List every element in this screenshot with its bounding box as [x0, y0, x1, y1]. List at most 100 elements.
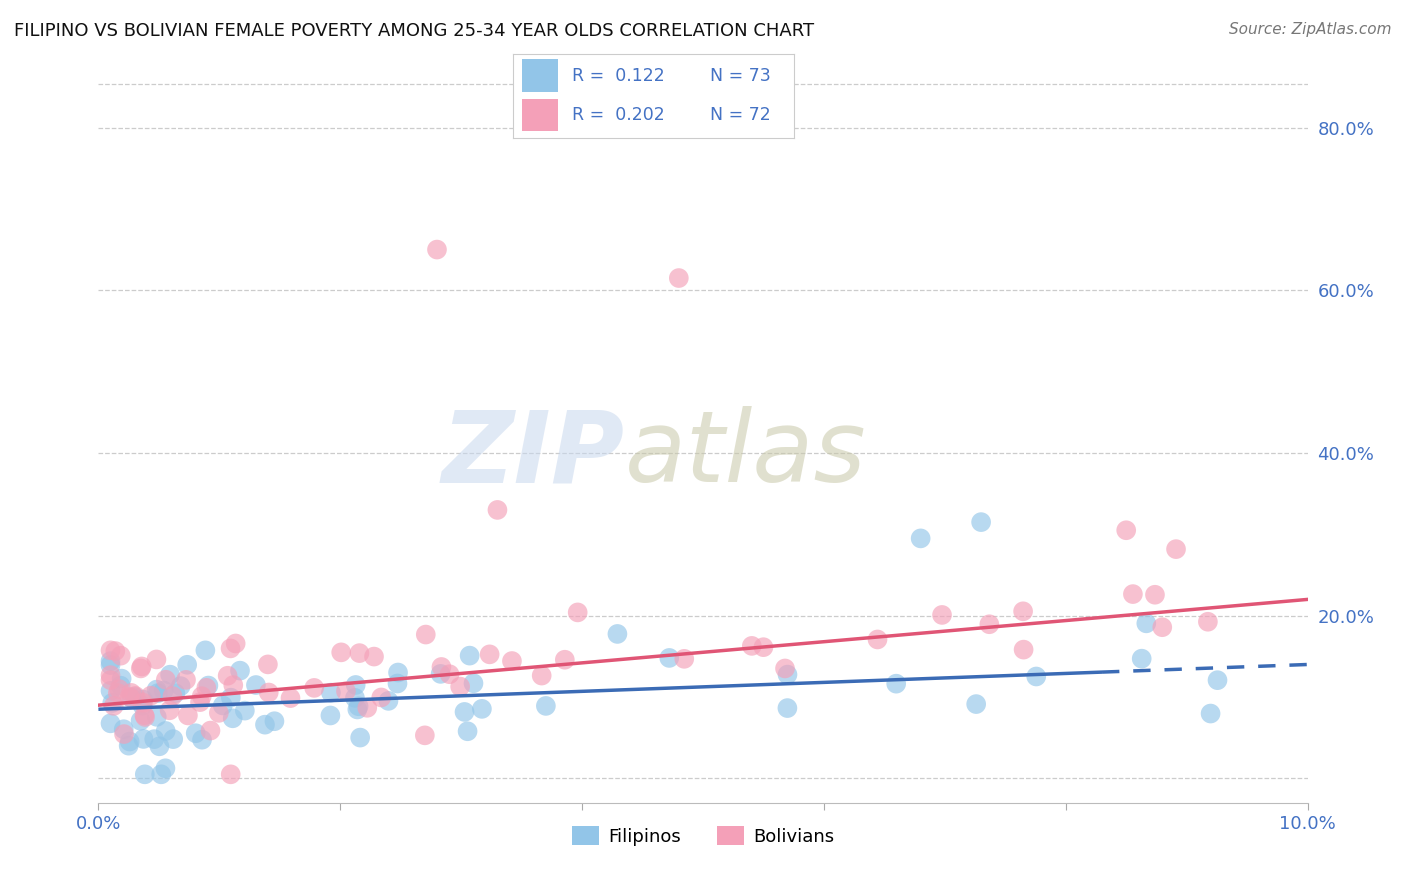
- Point: [129, 661, 152, 675]
- Point: [112, 727, 135, 741]
- Point: [457, 724, 479, 739]
- Point: [162, 689, 184, 703]
- Point: [100, 673, 122, 688]
- Point: [108, 682, 131, 697]
- Point: [129, 714, 152, 728]
- Point: [111, 672, 134, 686]
- Point: [118, 739, 141, 753]
- Point: [346, 702, 368, 716]
- Point: [347, 699, 370, 714]
- Point: [910, 532, 932, 546]
- Point: [1206, 673, 1229, 688]
- Point: [1025, 669, 1047, 683]
- Point: [162, 732, 184, 747]
- Point: [486, 503, 509, 517]
- Point: [110, 679, 132, 693]
- Point: [233, 704, 256, 718]
- Point: [253, 717, 276, 731]
- Point: [145, 682, 167, 697]
- Point: [1135, 616, 1157, 631]
- Point: [330, 645, 353, 659]
- Point: [1197, 615, 1219, 629]
- Point: [387, 665, 409, 680]
- Point: [229, 664, 252, 678]
- Point: [776, 667, 799, 681]
- Point: [343, 690, 366, 705]
- Point: [741, 639, 763, 653]
- Point: [124, 690, 146, 704]
- Point: [458, 648, 481, 663]
- Point: [145, 710, 167, 724]
- Text: N = 72: N = 72: [710, 105, 770, 123]
- Point: [752, 640, 775, 655]
- Point: [222, 678, 245, 692]
- Point: [184, 726, 207, 740]
- Point: [415, 627, 437, 641]
- Point: [866, 632, 889, 647]
- Point: [134, 708, 156, 723]
- Point: [280, 691, 302, 706]
- Point: [124, 689, 146, 703]
- Point: [100, 643, 122, 657]
- Point: [884, 676, 907, 690]
- Point: [143, 732, 166, 747]
- Point: [176, 657, 198, 672]
- Point: [245, 678, 267, 692]
- Text: R =  0.202: R = 0.202: [572, 105, 665, 123]
- Point: [112, 723, 135, 737]
- Point: [191, 690, 214, 704]
- Point: [145, 652, 167, 666]
- Point: [219, 641, 242, 656]
- Point: [118, 734, 141, 748]
- Point: [219, 767, 242, 781]
- Point: [554, 653, 576, 667]
- Point: [165, 686, 187, 700]
- Point: [1115, 523, 1137, 537]
- Point: [132, 692, 155, 706]
- Point: [606, 627, 628, 641]
- FancyBboxPatch shape: [522, 99, 558, 131]
- Point: [159, 703, 181, 717]
- Point: [1199, 706, 1222, 721]
- Point: [134, 710, 156, 724]
- Point: [931, 607, 953, 622]
- Point: [377, 694, 399, 708]
- Point: [319, 685, 342, 699]
- Text: Source: ZipAtlas.com: Source: ZipAtlas.com: [1229, 22, 1392, 37]
- Point: [773, 661, 796, 675]
- Point: [530, 668, 553, 682]
- Point: [120, 690, 142, 705]
- Point: [148, 739, 170, 754]
- Point: [221, 711, 243, 725]
- Point: [349, 646, 371, 660]
- Point: [200, 723, 222, 738]
- Point: [110, 648, 132, 663]
- Point: [363, 649, 385, 664]
- Point: [1012, 604, 1035, 618]
- Point: [439, 667, 461, 681]
- Point: [155, 723, 177, 738]
- Point: [668, 271, 690, 285]
- Point: [453, 705, 475, 719]
- Point: [1130, 651, 1153, 665]
- Point: [131, 698, 153, 713]
- Point: [370, 690, 392, 705]
- Point: [979, 617, 1001, 632]
- Point: [413, 728, 436, 742]
- Point: [387, 676, 409, 690]
- Point: [449, 680, 471, 694]
- Text: R =  0.122: R = 0.122: [572, 68, 665, 86]
- Point: [211, 698, 233, 713]
- Point: [1152, 620, 1174, 634]
- Point: [150, 767, 173, 781]
- Point: [319, 708, 342, 723]
- Point: [139, 689, 162, 703]
- Point: [100, 658, 122, 673]
- Point: [356, 700, 378, 714]
- Point: [197, 679, 219, 693]
- FancyBboxPatch shape: [522, 60, 558, 92]
- Point: [107, 686, 129, 700]
- Point: [426, 243, 449, 257]
- Text: ZIP: ZIP: [441, 407, 624, 503]
- Point: [1012, 642, 1035, 657]
